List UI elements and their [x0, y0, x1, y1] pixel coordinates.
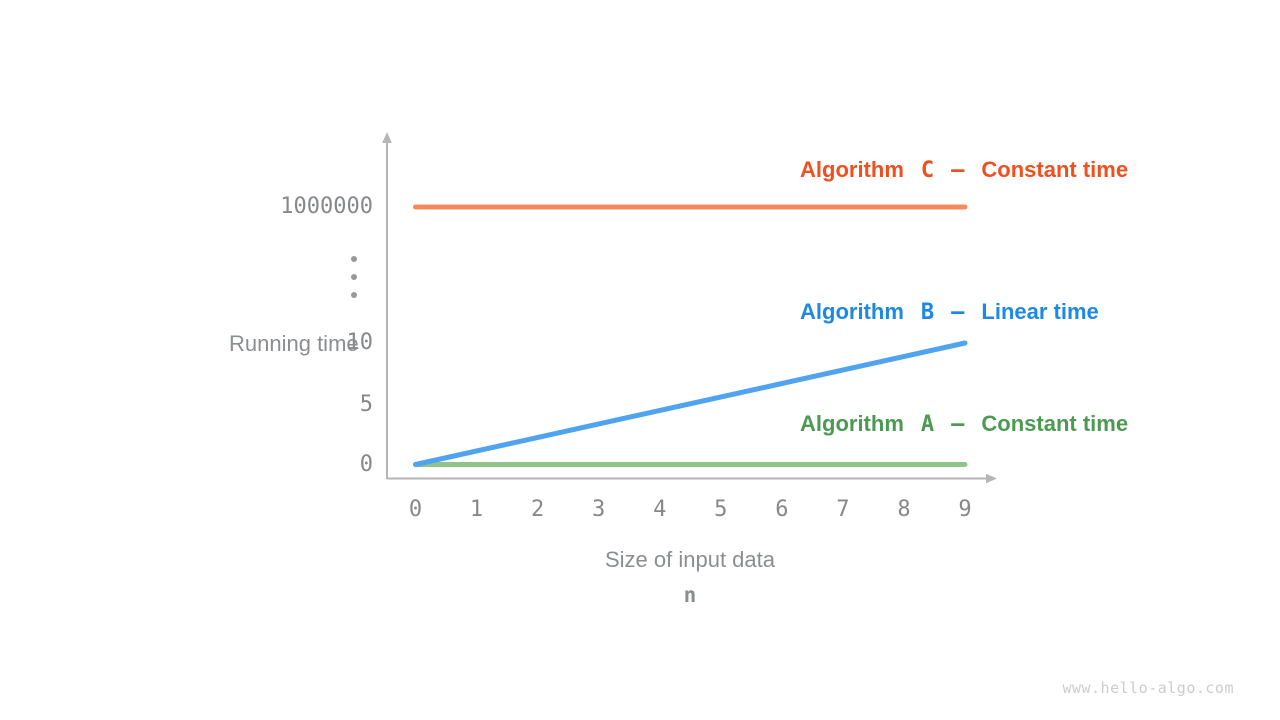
legend-series-letter: A — [920, 412, 935, 437]
x-tick-label: 3 — [592, 497, 606, 522]
x-tick-label: 6 — [775, 497, 789, 522]
x-tick-label: 8 — [897, 497, 911, 522]
y-tick-label: 0 — [359, 451, 373, 477]
x-axis-title: Size of input data — [604, 547, 776, 572]
legend-series-letter: C — [920, 158, 935, 183]
legend-series-desc: Constant time — [981, 157, 1129, 182]
legend-series-letter: B — [920, 300, 935, 325]
x-tick-label: 4 — [653, 497, 667, 522]
y-axis-title: Running time — [229, 331, 359, 356]
y-axis-arrow-icon — [382, 132, 392, 143]
watermark-url: www.hello-algo.com — [1062, 679, 1234, 697]
series-line-b — [413, 340, 968, 467]
legend-series-name: Algorithm — [800, 299, 904, 324]
legend-algorithm-c: Algorithm C – Constant time — [800, 157, 1128, 184]
x-axis-variable: n — [683, 583, 697, 607]
x-tick-label: 5 — [714, 497, 728, 522]
legend-algorithm-a: Algorithm A – Constant time — [800, 411, 1128, 438]
x-axis-arrow-icon — [986, 473, 997, 484]
x-tick-label: 1 — [469, 497, 484, 522]
y-tick-label: 10 — [346, 330, 374, 355]
x-tick-label: 7 — [836, 497, 850, 522]
x-tick-label: 9 — [958, 497, 972, 522]
legend-series-name: Algorithm — [800, 157, 904, 182]
legend-separator-dash: – — [951, 412, 965, 437]
x-tick-label: 0 — [408, 497, 423, 522]
y-tick-label: 5 — [359, 391, 373, 417]
y-tick-label: 1000000 — [280, 194, 373, 219]
legend-separator-dash: – — [951, 158, 965, 183]
legend-series-desc: Constant time — [981, 411, 1129, 436]
x-tick-label: 2 — [530, 497, 545, 522]
legend-algorithm-b: Algorithm B – Linear time — [800, 299, 1099, 326]
legend-series-desc: Linear time — [981, 299, 1099, 324]
legend-series-name: Algorithm — [800, 411, 904, 436]
legend-separator-dash: – — [951, 300, 965, 325]
y-axis-break-ellipsis-icon — [351, 256, 357, 298]
